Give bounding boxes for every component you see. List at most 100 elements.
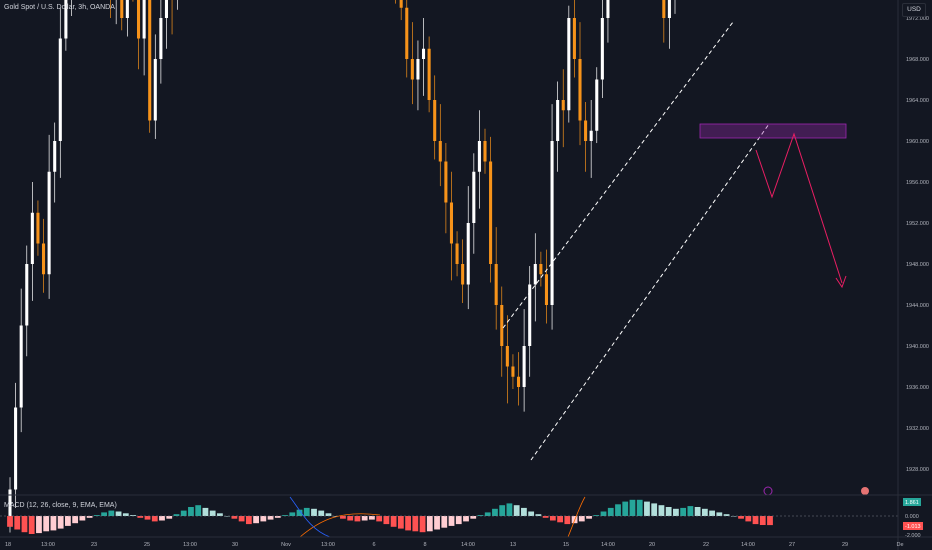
time-tick-label: 13:00 (41, 542, 55, 548)
macd-histogram-bar (687, 506, 694, 516)
macd-histogram-bar (238, 516, 245, 522)
macd-histogram-bar (202, 507, 209, 516)
symbol-title: Gold Spot / U.S. Dollar, 3h, OANDA (4, 4, 115, 11)
price-pane[interactable] (0, 0, 898, 533)
macd-histogram-bar (151, 516, 158, 522)
macd-signal-line-2 (567, 496, 586, 538)
macd-histogram-bar (303, 507, 310, 516)
macd-indicator-title[interactable]: MACD (12, 26, close, 9, EMA, EMA) (4, 502, 117, 509)
candle-body (159, 18, 163, 59)
macd-histogram-bar (745, 516, 752, 522)
time-tick-label: 13 (510, 542, 516, 548)
time-tick-label: 15 (563, 542, 569, 548)
candle-body (455, 243, 459, 264)
candle-body (58, 38, 62, 141)
macd-histogram-bar (115, 511, 122, 516)
macd-histogram-bar (723, 514, 730, 516)
candle-body (25, 264, 29, 326)
time-tick-label: 29 (842, 542, 848, 548)
macd-histogram-bar (716, 512, 723, 516)
candle-body (589, 130, 593, 141)
price-tick-label: 1960.000 (906, 139, 929, 145)
time-tick-label: 18 (5, 542, 11, 548)
candle-body (427, 48, 431, 100)
candle-body (461, 264, 465, 285)
candle-body (125, 0, 129, 18)
macd-histogram-bar (7, 516, 13, 527)
macd-tag-positive (903, 498, 921, 506)
macd-pane[interactable] (0, 496, 898, 538)
macd-histogram-bar (513, 505, 520, 516)
time-tick-label: 22 (703, 542, 709, 548)
macd-histogram-bar (680, 507, 687, 516)
time-tick-label: 25 (144, 542, 150, 548)
macd-histogram-bar (767, 516, 773, 526)
candle-body (399, 0, 403, 8)
macd-histogram-bar (600, 511, 607, 516)
candle-body (578, 59, 582, 121)
macd-histogram-bar (340, 516, 346, 519)
calendar-event-icon (861, 487, 869, 495)
macd-histogram-bar (173, 514, 180, 516)
macd-histogram-bar (361, 516, 368, 521)
macd-histogram-bar (122, 513, 129, 516)
macd-histogram-bar (441, 516, 448, 528)
candle-body (438, 141, 442, 162)
candle-body (14, 407, 18, 490)
candle-body (567, 18, 571, 111)
currency-button[interactable]: USD (902, 3, 926, 17)
candle-body (556, 100, 560, 141)
macd-histogram-bar (108, 510, 115, 516)
time-tick-label: 14:00 (741, 542, 755, 548)
macd-histogram-bar (209, 510, 216, 516)
macd-tag-negative-label: -1.013 (905, 524, 921, 530)
macd-histogram-bar (130, 515, 136, 516)
macd-histogram-bar (499, 505, 506, 516)
candle-body (53, 141, 57, 172)
macd-histogram-bar (224, 516, 231, 517)
macd-histogram-bar (434, 516, 440, 530)
macd-histogram-bar (376, 516, 383, 522)
candle-body (410, 59, 414, 80)
macd-histogram-bar (506, 503, 513, 516)
candle-body (489, 161, 493, 264)
macd-histogram-bar (390, 516, 397, 527)
macd-histogram-bar (282, 515, 288, 516)
channel-line (530, 123, 770, 461)
price-tick-label: 1956.000 (906, 180, 929, 186)
candle-body (483, 141, 487, 162)
macd-tick-min: -2.000 (905, 533, 921, 539)
candle-body (516, 376, 521, 387)
candle-body (405, 7, 409, 59)
macd-histogram-bar (644, 501, 650, 516)
macd-histogram-bar (492, 508, 498, 516)
time-tick-label: De (896, 542, 903, 548)
macd-histogram-bar (267, 516, 274, 520)
macd-histogram-bar (549, 516, 556, 521)
time-tick-label: 13:00 (183, 542, 197, 548)
macd-histogram-bar (311, 508, 317, 516)
price-tick-label: 1928.000 (906, 467, 929, 473)
macd-histogram-bar (231, 516, 238, 519)
macd-histogram-bar (586, 516, 592, 519)
macd-histogram-bar (137, 516, 144, 518)
macd-histogram-bar (36, 516, 42, 534)
candle-body (539, 264, 543, 275)
macd-histogram-bar (159, 516, 165, 521)
macd-histogram-bar (405, 516, 411, 531)
candle-body (30, 212, 34, 264)
macd-histogram-bar (759, 516, 766, 525)
candle-body (416, 59, 420, 80)
macd-histogram-bar (470, 516, 477, 519)
candle-body (153, 59, 157, 121)
macd-histogram-bar (79, 516, 86, 521)
price-tick-label: 1964.000 (906, 98, 929, 104)
macd-histogram-bar (166, 516, 173, 519)
candle-body (433, 100, 437, 141)
macd-histogram-bar (564, 516, 571, 525)
macd-histogram-bar (101, 512, 107, 516)
price-tick-label: 1948.000 (906, 262, 929, 268)
candle-body (511, 366, 515, 377)
macd-histogram-bar (694, 507, 701, 516)
